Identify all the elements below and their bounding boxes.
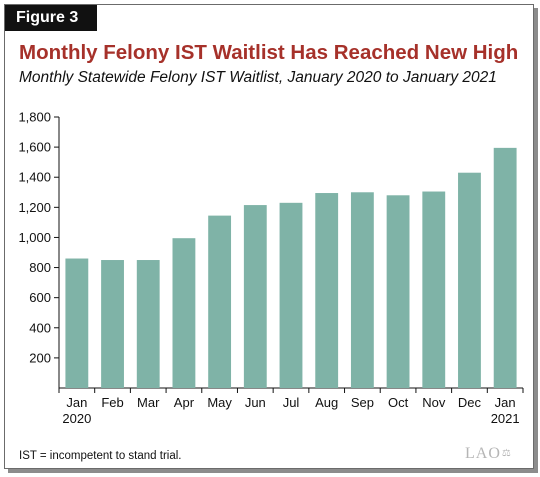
x-tick-label: Oct bbox=[388, 395, 409, 410]
y-tick-label: 800 bbox=[29, 260, 51, 275]
lao-logo: LAO⚖ bbox=[465, 445, 512, 462]
x-tick-label: Nov bbox=[422, 395, 446, 410]
bar bbox=[386, 195, 410, 388]
y-tick-label: 1,600 bbox=[18, 140, 51, 155]
x-tick-label: Jan bbox=[66, 395, 87, 410]
bar bbox=[493, 147, 517, 388]
y-tick-label: 1,000 bbox=[18, 230, 51, 245]
figure-frame: Figure 3 Monthly Felony IST Waitlist Has… bbox=[4, 4, 534, 469]
bar-chart: 200 400 600 800 1,000 1,200 1,400 1,600 1,800 Jan… bbox=[18, 110, 524, 426]
bar bbox=[172, 238, 196, 388]
figure-label: Figure 3 bbox=[5, 5, 97, 31]
x-tick-label: Apr bbox=[174, 395, 195, 410]
bar bbox=[136, 260, 160, 388]
bar bbox=[458, 172, 481, 388]
y-tick-label: 1,200 bbox=[18, 200, 51, 215]
x-tick-label-year: 2020 bbox=[62, 411, 91, 426]
x-tick-label: May bbox=[207, 395, 232, 410]
bar bbox=[350, 192, 374, 388]
y-tick-label: 200 bbox=[29, 350, 51, 365]
footnote: IST = incompetent to stand trial. bbox=[19, 450, 182, 462]
x-tick-label: Jul bbox=[283, 395, 300, 410]
logo-mark-icon: ⚖ bbox=[501, 448, 512, 459]
chart-title: Monthly Felony IST Waitlist Has Reached … bbox=[19, 41, 519, 64]
x-tick-label: Aug bbox=[315, 395, 338, 410]
x-tick-label: Feb bbox=[101, 395, 123, 410]
bar bbox=[208, 215, 232, 388]
y-tick-label: 1,400 bbox=[18, 170, 51, 185]
x-tick-label: Jan bbox=[495, 395, 516, 410]
bar bbox=[422, 191, 446, 388]
bar bbox=[65, 258, 89, 388]
x-tick-label-year: 2021 bbox=[491, 411, 520, 426]
x-tick-label: Mar bbox=[137, 395, 160, 410]
y-tick-label: 1,800 bbox=[18, 110, 51, 125]
chart-subtitle: Monthly Statewide Felony IST Waitlist, J… bbox=[19, 69, 497, 86]
bar bbox=[101, 260, 124, 388]
x-tick-label: Dec bbox=[458, 395, 482, 410]
y-tick-label: 600 bbox=[29, 290, 51, 305]
y-tick-label: 400 bbox=[29, 320, 51, 335]
x-tick-label: Jun bbox=[245, 395, 266, 410]
bar bbox=[315, 193, 339, 388]
bar bbox=[279, 202, 303, 388]
bar bbox=[243, 205, 267, 388]
x-tick-label: Sep bbox=[351, 395, 374, 410]
